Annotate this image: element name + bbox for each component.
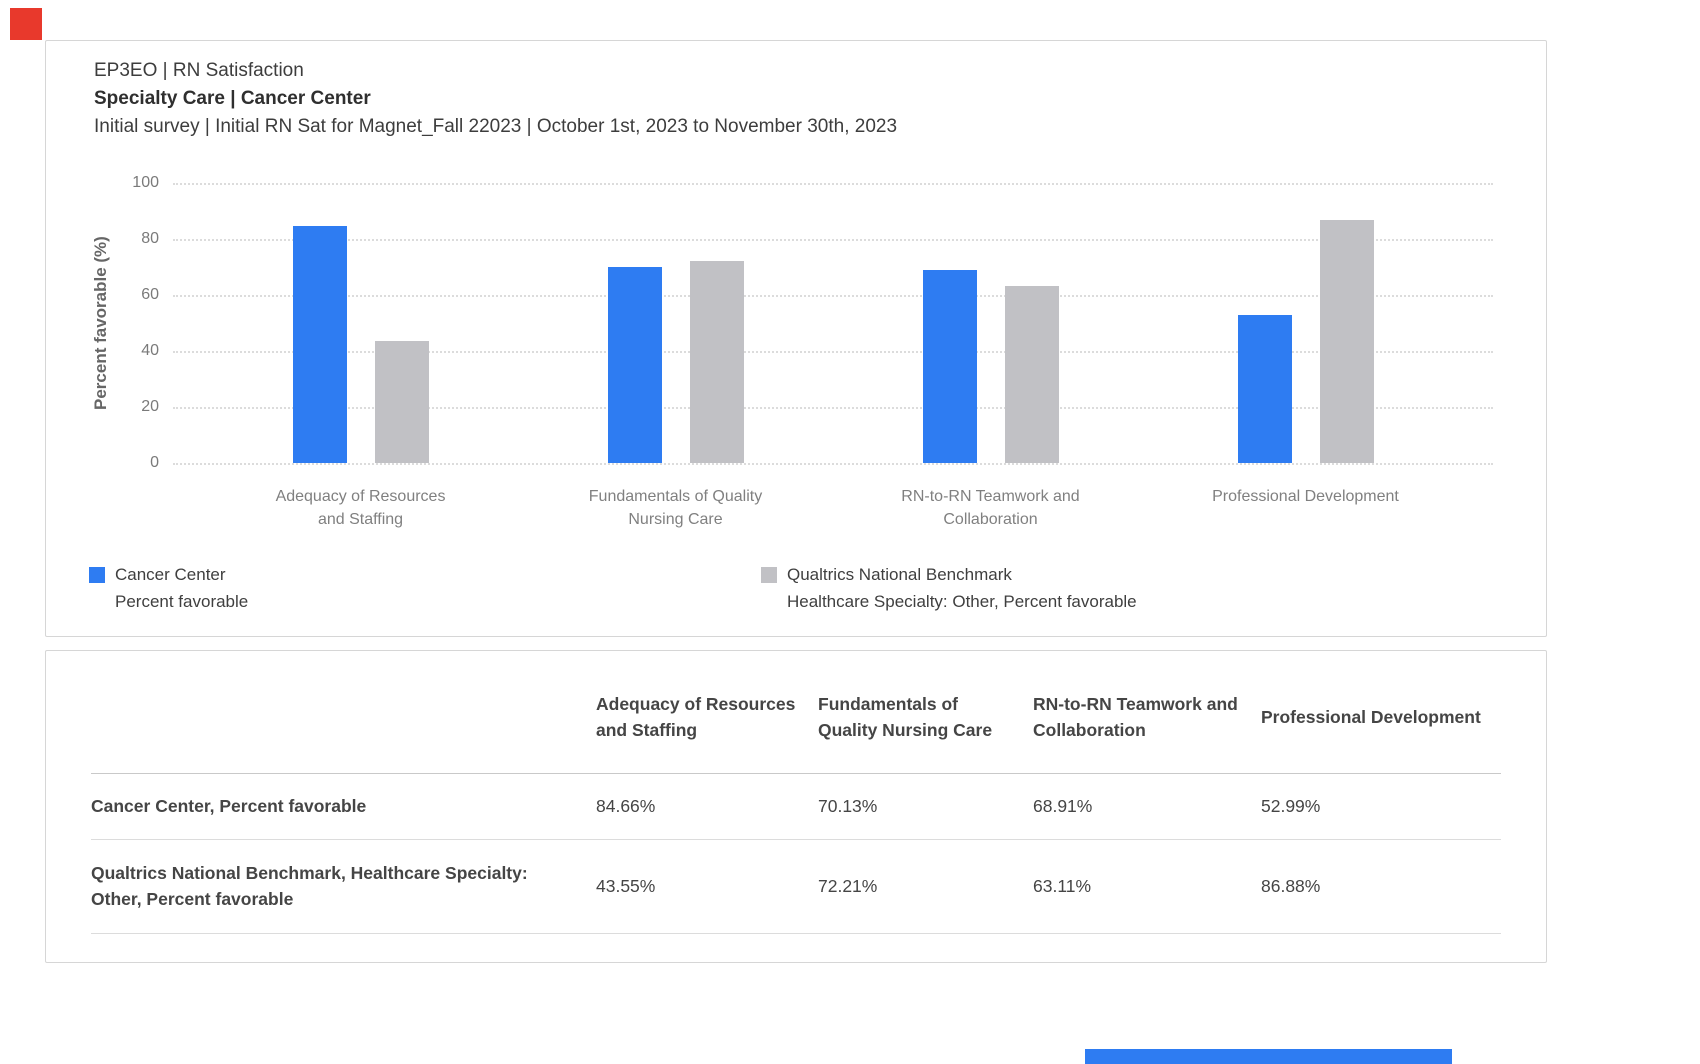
chart-legend: Cancer Center Percent favorable Qualtrics … [46,561,1546,625]
legend-item: Cancer Center Percent favorable [89,561,248,615]
table-row: Qualtrics National Benchmark, Healthcare… [91,839,1501,933]
y-axis-tick-label: 100 [132,174,159,191]
legend-item: Qualtrics National Benchmark Healthcare S… [761,561,1137,615]
table-column-header: RN-to-RN Teamwork and Collaboration [1033,661,1261,774]
horizontal-scrollbar-thumb[interactable] [1085,1049,1452,1064]
y-axis-tick-label: 60 [141,286,159,303]
table-cell-value: 68.91% [1033,796,1093,816]
bar-cancer-center[interactable] [922,270,977,463]
table-row-label: Cancer Center, Percent favorable [91,796,367,816]
x-axis-category-label: RN-to-RN Teamwork and Collaboration [901,488,1080,528]
plot-area: Adequacy of Resources and Staffing Fundam… [132,174,1493,528]
bar-qualtrics-national-benchmark[interactable] [689,260,744,463]
table-cell-value: 63.11% [1033,876,1092,896]
legend-series-name: Cancer Center [115,565,226,584]
legend-series-sublabel: Healthcare Specialty: Other, Percent fav… [787,592,1137,611]
table-cell-value: 52.99% [1261,796,1321,816]
data-table: Adequacy of Resources and Staffing Fundam… [91,661,1501,934]
chart-period: Initial survey | Initial RN Sat for Magn… [94,116,898,137]
chart-widget-panel: EP3EO | RN Satisfaction Specialty Care |… [45,40,1547,637]
table-row: Cancer Center, Percent favorable 84.66% 70… [91,773,1501,839]
bar-groups: Adequacy of Resources and Staffing Fundam… [173,183,1493,528]
bar-group: Fundamentals of Quality Nursing Care [589,183,762,528]
gridline [173,183,1493,185]
table-cell-value: 70.13% [818,796,878,816]
gridline [173,463,1493,465]
chart-title: EP3EO | RN Satisfaction [94,60,304,81]
chart-header: EP3EO | RN Satisfaction Specialty Care |… [46,41,1546,141]
logo-red-square [10,8,42,40]
bar-qualtrics-national-benchmark[interactable] [374,341,429,463]
gridline [173,351,1493,353]
table-body: Cancer Center, Percent favorable 84.66% 70… [91,773,1501,933]
legend-label: Qualtrics National Benchmark Healthcare S… [787,561,1137,615]
legend-swatch [89,567,105,583]
table-column-header: Adequacy of Resources and Staffing [596,661,818,774]
bar-group: Adequacy of Resources and Staffing [276,183,445,528]
table-column-header: Fundamentals of Quality Nursing Care [818,661,1033,774]
table-corner-cell [91,661,596,774]
table-cell-value: 43.55% [596,876,656,896]
table-header-row: Adequacy of Resources and Staffing Fundam… [91,661,1501,774]
y-axis-tick-label: 80 [141,230,159,247]
table-row-label: Qualtrics National Benchmark, Healthcare… [91,863,528,909]
y-axis-tick-label: 0 [150,454,159,471]
gridline [173,407,1493,409]
y-axis-tick-label: 40 [141,342,159,359]
gridline [173,295,1493,297]
table-cell-value: 84.66% [596,796,656,816]
x-axis-category-label: Adequacy of Resources and Staffing [275,488,446,528]
table-column-header: Professional Development [1261,661,1501,774]
legend-series-sublabel: Percent favorable [115,592,249,611]
x-axis-category-label: Professional Development [1212,488,1399,505]
y-axis-title: Percent favorable (%) [91,236,110,410]
table-cell-value: 86.88% [1261,876,1321,896]
bar-qualtrics-national-benchmark[interactable] [1319,219,1374,463]
legend-label: Cancer Center Percent favorable [115,561,248,615]
bar-qualtrics-national-benchmark[interactable] [1004,286,1059,463]
gridline [173,239,1493,241]
bar-group: Professional Development [1212,183,1399,505]
y-axis-tick-label: 20 [141,398,159,415]
table-cell-value: 72.21% [818,876,878,896]
bar-group: RN-to-RN Teamwork and Collaboration [901,183,1080,528]
bar-cancer-center[interactable] [607,266,662,463]
data-table-panel: Adequacy of Resources and Staffing Fundam… [45,650,1547,963]
legend-swatch [761,567,777,583]
bar-cancer-center[interactable] [1237,314,1292,463]
legend-series-name: Qualtrics National Benchmark [787,565,1012,584]
x-axis-category-label: Fundamentals of Quality Nursing Care [588,488,763,528]
bar-cancer-center[interactable] [292,226,347,463]
chart-subtitle: Specialty Care | Cancer Center [94,88,371,109]
